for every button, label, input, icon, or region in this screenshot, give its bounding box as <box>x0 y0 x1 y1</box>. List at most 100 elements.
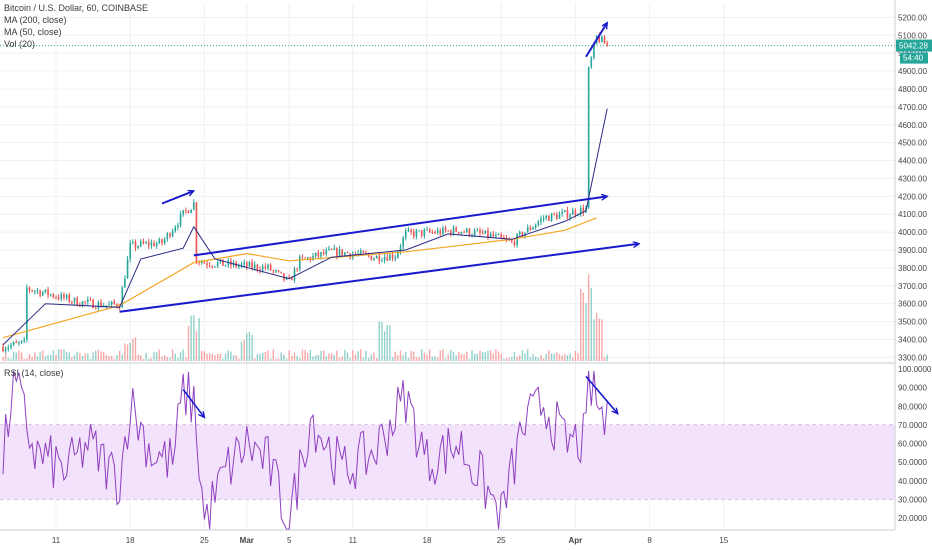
volume-bar <box>185 357 187 361</box>
candle-body <box>179 214 182 226</box>
candle-body <box>378 255 381 262</box>
legend-ma200[interactable]: MA (200, close) <box>4 15 67 25</box>
candle-body <box>73 297 76 302</box>
volume-bar <box>598 318 600 361</box>
x-tick-label: 18 <box>126 536 135 545</box>
legend-ma50[interactable]: MA (50, close) <box>4 27 62 37</box>
candle-body <box>328 248 330 251</box>
volume-bar <box>20 352 23 361</box>
volume-bar <box>148 358 150 361</box>
volume-bar <box>12 351 15 361</box>
volume-bar <box>474 353 476 361</box>
volume-bar <box>224 353 227 361</box>
volume-bar <box>601 319 603 361</box>
candle-body <box>468 228 471 236</box>
candle-body <box>561 211 563 215</box>
candle-body <box>206 263 208 266</box>
volume-bar <box>394 351 396 361</box>
candle-body <box>49 294 52 296</box>
candle-body <box>153 242 155 247</box>
candle-body <box>598 35 601 43</box>
candle-body <box>458 231 460 234</box>
volume-bar <box>383 331 386 361</box>
volume-bars <box>2 274 608 361</box>
volume-bar <box>28 353 31 361</box>
y-tick-label: 4200.00 <box>898 192 927 201</box>
volume-bar <box>516 356 518 361</box>
rsi-tick-label: 40.0000 <box>898 477 927 486</box>
candle-body <box>370 255 373 261</box>
volume-bar <box>320 350 322 361</box>
volume-bar <box>235 355 237 361</box>
volume-bar <box>267 350 269 361</box>
volume-bar <box>309 350 312 361</box>
volume-bar <box>206 353 208 361</box>
volume-bar <box>163 355 166 361</box>
candle-body <box>198 261 200 263</box>
volume-bar <box>527 349 529 361</box>
volume-bar <box>463 354 465 361</box>
candle-body <box>2 346 4 352</box>
volume-bar <box>497 351 500 361</box>
volume-bar <box>458 351 460 361</box>
y-tick-label: 4400.00 <box>898 157 927 166</box>
candle-body <box>187 210 190 214</box>
ma200-line <box>2 217 597 339</box>
volume-bar <box>606 354 608 361</box>
y-tick-label: 4500.00 <box>898 139 927 148</box>
candle-body <box>272 270 275 272</box>
candle-body <box>317 252 320 257</box>
legend-rsi[interactable]: RSI (14, close) <box>4 368 64 378</box>
candle-body <box>473 230 476 236</box>
candle-body <box>214 266 216 268</box>
candle-body <box>606 43 608 46</box>
countdown-tag-value: 54:40 <box>903 54 924 63</box>
candle-body <box>246 262 248 267</box>
volume-bar <box>386 324 388 361</box>
candle-body <box>444 227 447 231</box>
volume-bar <box>537 357 539 361</box>
x-tick-label: Mar <box>240 536 254 545</box>
volume-bar <box>108 355 110 361</box>
candle-body <box>57 297 60 300</box>
candle-body <box>574 210 577 216</box>
volume-bar <box>203 351 206 361</box>
candle-body <box>203 261 206 264</box>
volume-bar <box>76 351 78 361</box>
candle-body <box>346 252 349 254</box>
volume-bar <box>397 355 399 361</box>
candle-body <box>142 241 145 244</box>
candle-body <box>301 256 304 258</box>
candle-body <box>503 237 505 239</box>
candle-body <box>121 287 124 308</box>
candle-body <box>256 264 259 270</box>
candle-body <box>26 287 28 340</box>
chart-title[interactable]: Bitcoin / U.S. Dollar, 60, COINBASE <box>4 3 149 13</box>
candle-body <box>322 252 325 255</box>
candle-body <box>20 340 23 343</box>
y-tick-label: 4700.00 <box>898 103 927 112</box>
candle-body <box>55 297 57 299</box>
candle-body <box>222 259 224 266</box>
volume-bar <box>293 352 296 361</box>
volume-bar <box>415 357 418 361</box>
volume-bar <box>211 353 214 361</box>
candle-body <box>532 227 534 230</box>
candle-body <box>169 233 171 237</box>
volume-bar <box>487 350 489 361</box>
volume-bar <box>580 288 582 361</box>
candle-body <box>534 225 537 228</box>
volume-bar <box>232 355 235 361</box>
volume-bar <box>121 354 123 361</box>
legend-vol[interactable]: Vol (20) <box>4 39 36 49</box>
candle-body <box>31 290 33 292</box>
candle-body <box>391 254 394 259</box>
candle-body <box>190 209 192 214</box>
candle-body <box>447 230 449 232</box>
rsi-tick-label: 20.0000 <box>898 514 927 523</box>
volume-bar <box>166 356 168 361</box>
volume-bar <box>71 357 73 361</box>
volume-bar <box>354 354 357 361</box>
x-tick-label: 18 <box>423 536 432 545</box>
